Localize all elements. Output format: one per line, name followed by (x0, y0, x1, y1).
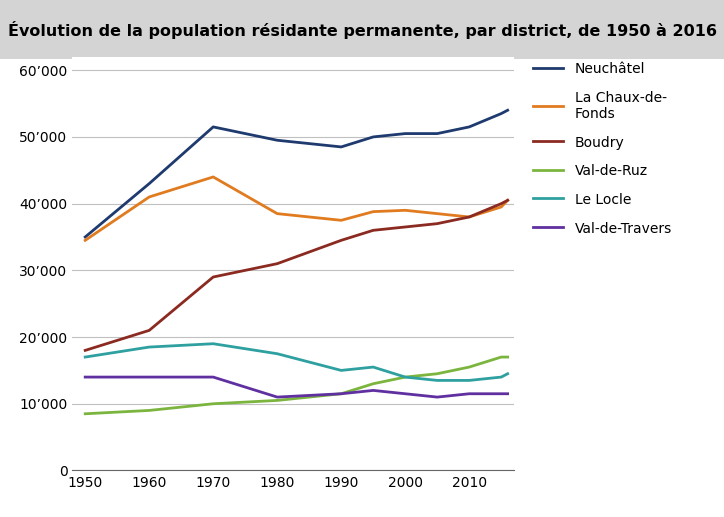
Le Locle (337, 367, 345, 373)
Le Locle (81, 354, 90, 360)
Le Locle (401, 374, 410, 380)
Neuchâtel (337, 144, 345, 150)
Le Locle (145, 344, 153, 350)
Line: Val-de-Travers: Val-de-Travers (85, 377, 508, 397)
Neuchâtel (433, 130, 442, 136)
Boudry (497, 201, 505, 207)
Neuchâtel (503, 107, 512, 113)
Val-de-Travers (503, 391, 512, 397)
Val-de-Travers (337, 391, 345, 397)
La Chaux-de-
Fonds (503, 197, 512, 203)
Val-de-Travers (273, 394, 282, 400)
Val-de-Travers (401, 391, 410, 397)
Line: Val-de-Ruz: Val-de-Ruz (85, 357, 508, 414)
Neuchâtel (465, 124, 473, 130)
La Chaux-de-
Fonds (497, 204, 505, 210)
Val-de-Travers (497, 391, 505, 397)
Val-de-Ruz (497, 354, 505, 360)
Val-de-Ruz (465, 364, 473, 370)
Val-de-Ruz (401, 374, 410, 380)
Boudry (369, 227, 378, 233)
Val-de-Ruz (369, 381, 378, 387)
Le Locle (497, 374, 505, 380)
La Chaux-de-
Fonds (273, 210, 282, 217)
Val-de-Ruz (433, 371, 442, 377)
Val-de-Travers (81, 374, 90, 380)
Boudry (337, 237, 345, 244)
Val-de-Ruz (145, 407, 153, 414)
Val-de-Travers (465, 391, 473, 397)
Val-de-Ruz (337, 391, 345, 397)
Neuchâtel (497, 111, 505, 117)
Boudry (209, 274, 217, 280)
Boudry (145, 327, 153, 333)
Val-de-Travers (145, 374, 153, 380)
Le Locle (273, 351, 282, 357)
La Chaux-de-
Fonds (401, 207, 410, 214)
Le Locle (465, 377, 473, 384)
La Chaux-de-
Fonds (81, 237, 90, 244)
Legend: Neuchâtel, La Chaux-de-
Fonds, Boudry, Val-de-Ruz, Le Locle, Val-de-Travers: Neuchâtel, La Chaux-de- Fonds, Boudry, V… (527, 57, 678, 241)
Val-de-Ruz (209, 401, 217, 407)
Neuchâtel (401, 130, 410, 136)
Neuchâtel (209, 124, 217, 130)
Le Locle (209, 341, 217, 347)
Line: Neuchâtel: Neuchâtel (85, 110, 508, 237)
Line: Le Locle: Le Locle (85, 344, 508, 381)
Boudry (465, 214, 473, 220)
Boudry (503, 197, 512, 203)
Val-de-Ruz (273, 398, 282, 404)
Boudry (433, 221, 442, 227)
La Chaux-de-
Fonds (337, 217, 345, 223)
Val-de-Ruz (503, 354, 512, 360)
Le Locle (369, 364, 378, 370)
Boudry (273, 261, 282, 267)
Neuchâtel (369, 134, 378, 140)
Le Locle (433, 377, 442, 384)
Neuchâtel (273, 137, 282, 143)
Val-de-Travers (209, 374, 217, 380)
Line: La Chaux-de-
Fonds: La Chaux-de- Fonds (85, 177, 508, 240)
Val-de-Travers (433, 394, 442, 400)
Val-de-Travers (369, 387, 378, 393)
La Chaux-de-
Fonds (433, 210, 442, 217)
Neuchâtel (145, 180, 153, 187)
La Chaux-de-
Fonds (145, 194, 153, 200)
Neuchâtel (81, 234, 90, 240)
Text: Évolution de la population résidante permanente, par district, de 1950 à 2016: Évolution de la population résidante per… (7, 21, 717, 39)
Le Locle (503, 371, 512, 377)
La Chaux-de-
Fonds (465, 214, 473, 220)
La Chaux-de-
Fonds (209, 174, 217, 180)
Line: Boudry: Boudry (85, 200, 508, 351)
Boudry (81, 347, 90, 354)
La Chaux-de-
Fonds (369, 208, 378, 215)
Val-de-Ruz (81, 410, 90, 417)
Boudry (401, 224, 410, 230)
